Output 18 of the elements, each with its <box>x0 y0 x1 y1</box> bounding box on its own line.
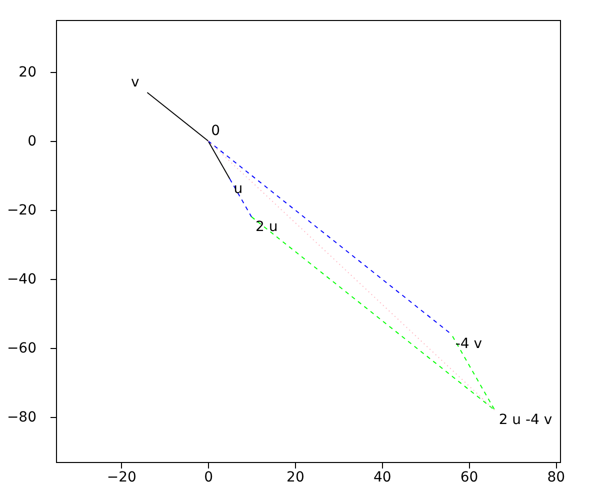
y-tick-label: −40 <box>6 271 36 288</box>
annotation: 2 u -4 v <box>498 412 552 428</box>
x-tick-label: −20 <box>106 470 136 486</box>
annotation: u <box>234 180 243 197</box>
annotation: -4 v <box>455 336 482 352</box>
x-tick-label: 80 <box>547 470 566 486</box>
x-tick-label: 20 <box>286 470 304 486</box>
x-tick-label: 60 <box>460 470 478 486</box>
annotation: v <box>130 74 140 91</box>
y-tick-label: 0 <box>28 133 36 150</box>
x-tick-label: 0 <box>204 470 214 486</box>
x-tick-label: 40 <box>373 470 392 486</box>
y-tick-label: −80 <box>6 410 36 426</box>
annotation: 0 <box>211 122 220 139</box>
y-tick-label: 20 <box>18 64 36 80</box>
annotation: 2 u <box>256 218 278 235</box>
y-tick-label: −20 <box>6 202 36 218</box>
y-tick-label: −60 <box>6 340 36 357</box>
